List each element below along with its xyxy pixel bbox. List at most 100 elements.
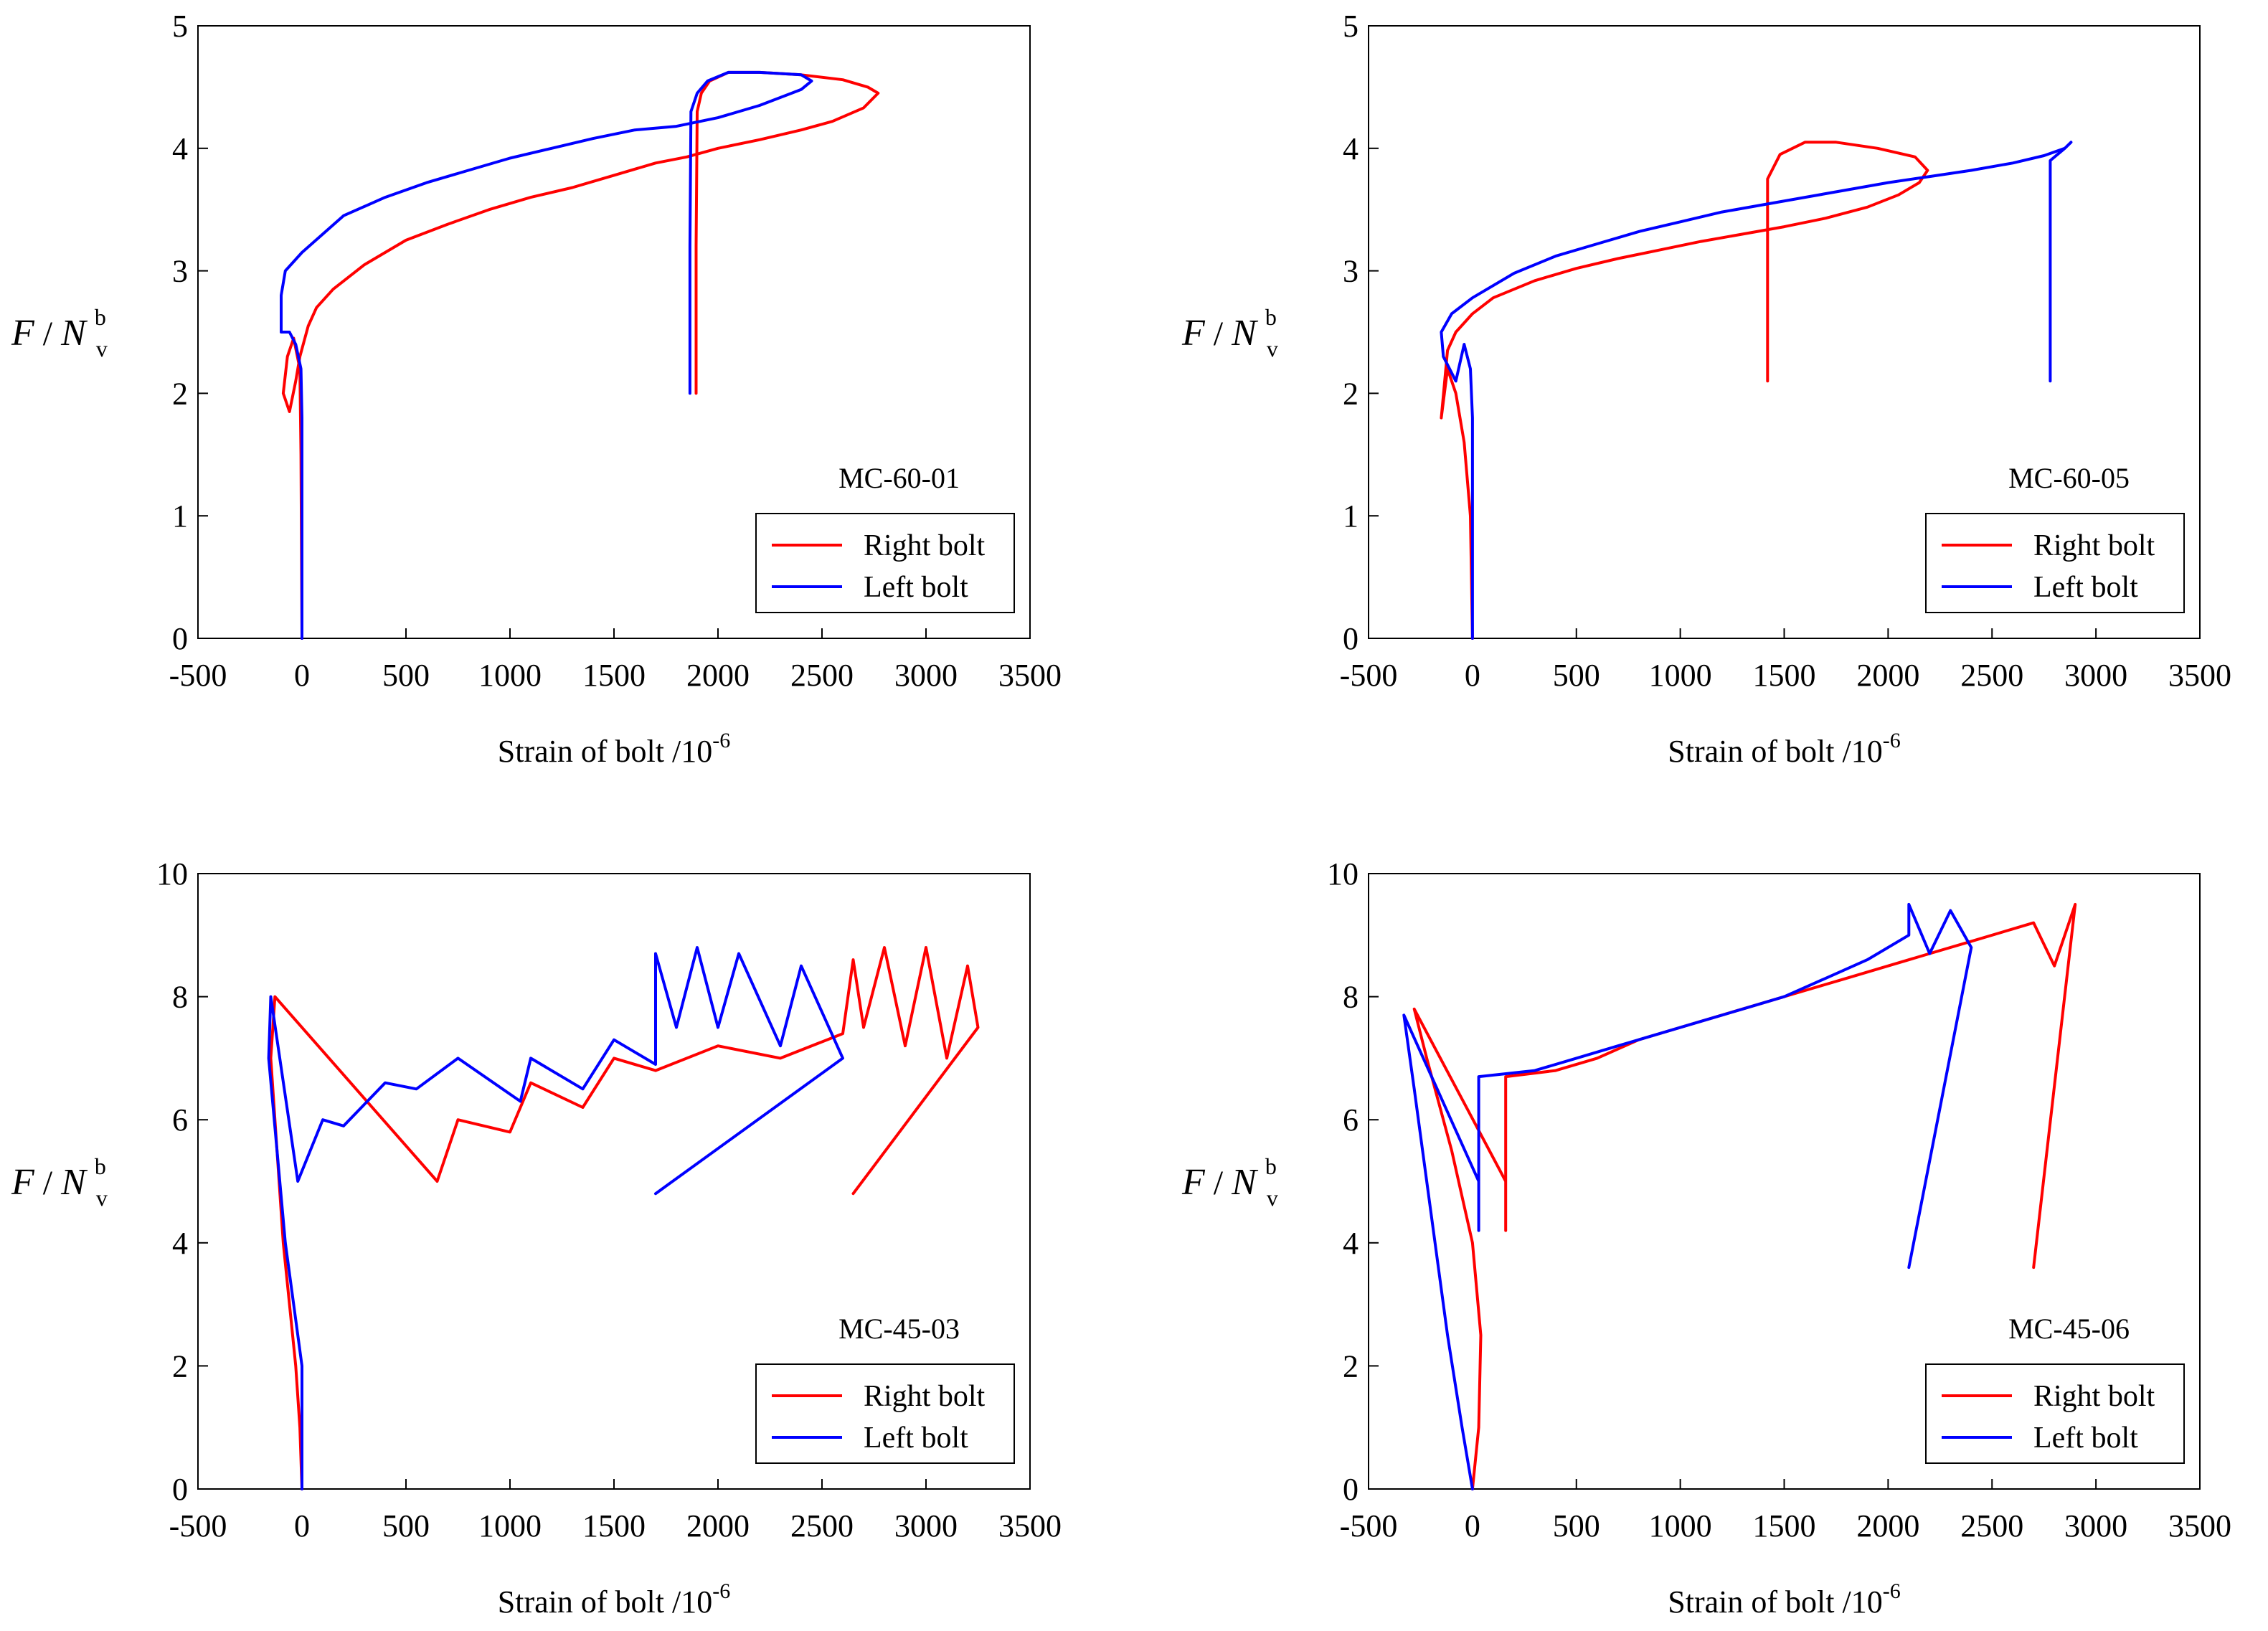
y-tick-label: 10 (1327, 856, 1359, 892)
y-tick-label: 2 (1343, 1348, 1359, 1384)
legend-entry-label: Left bolt (864, 1422, 968, 1455)
x-tick-label: 2500 (790, 658, 854, 693)
legend-entry-label: Right bolt (2033, 1380, 2155, 1413)
legend-box (755, 1363, 1015, 1464)
y-tick-label: 6 (172, 1102, 188, 1138)
y-tick-label: 3 (1343, 254, 1359, 289)
y-tick-label: 4 (172, 131, 188, 166)
x-tick-label: 2500 (1960, 1508, 2023, 1543)
left-bolt-series-line (1402, 902, 1973, 1490)
legend-box (1925, 1363, 2185, 1464)
y-axis-title-sub: v (1267, 1185, 1278, 1211)
y-tick-label: 5 (172, 9, 188, 44)
x-tick-label: 0 (1465, 658, 1480, 693)
specimen-label: MC-60-05 (2008, 462, 2130, 494)
x-tick-label: 2000 (686, 1508, 750, 1543)
y-axis-title-n: N (60, 313, 88, 354)
y-axis-title-main: F (1181, 313, 1206, 354)
x-tick-label: 1000 (1649, 658, 1712, 693)
y-axis-title-main: F (1181, 1162, 1206, 1203)
legend: Right bolt Left bolt (755, 513, 1015, 613)
legend-entry-label: Left bolt (2033, 1422, 2138, 1455)
y-axis-title-n: N (1231, 313, 1259, 354)
y-axis-title-sub: v (1267, 336, 1278, 361)
x-axis-title-text: Strain of bolt /10 (498, 1584, 712, 1620)
y-tick-label: 0 (1343, 1472, 1359, 1507)
legend: Right bolt Left bolt (1925, 513, 2185, 613)
y-tick-label: 1 (172, 498, 188, 534)
x-axis-title-exponent: -6 (1883, 1579, 1901, 1603)
x-tick-label: 3000 (2064, 1508, 2127, 1543)
x-axis-title: Strain of bolt /10-6 (1668, 1579, 1900, 1620)
chart-mc-60-05: -500 0 500 1000 1500 2000 2500 3000 3500012345St… (1181, 9, 2231, 769)
legend-entry-label: Left bolt (2033, 571, 2138, 604)
x-axis-title: Strain of bolt /10-6 (498, 729, 730, 769)
y-axis-title: F / N (1181, 1162, 1259, 1203)
y-tick-label: 5 (1343, 9, 1359, 44)
y-axis-title-sup: b (1265, 1153, 1277, 1179)
y-axis-title-sup: b (1265, 304, 1277, 330)
y-tick-label: 0 (172, 1472, 188, 1507)
legend-box (755, 513, 1015, 613)
y-axis-title-n: N (1231, 1162, 1259, 1203)
x-tick-label: 3500 (2168, 1508, 2231, 1543)
x-tick-label: 3000 (894, 1508, 958, 1543)
x-tick-label: 500 (382, 1508, 430, 1543)
y-tick-label: 10 (156, 856, 188, 892)
y-axis-title-sup: b (95, 1153, 106, 1179)
y-tick-label: 2 (172, 1348, 188, 1384)
x-tick-label: 0 (294, 1508, 310, 1543)
left-bolt-series-line (1440, 141, 2073, 640)
chart-mc-45-06: -500 0 500 1000 1500 2000 2500 3000 35000246810S… (1181, 856, 2231, 1620)
y-axis-title: F / N (11, 1162, 88, 1203)
specimen-label: MC-45-03 (838, 1313, 960, 1345)
y-axis-title-sub: v (96, 1185, 108, 1211)
right-bolt-series-line (1440, 141, 1929, 640)
x-tick-label: 2000 (1856, 658, 1919, 693)
x-axis-title-text: Strain of bolt /10 (1668, 1584, 1882, 1620)
x-tick-label: 3000 (2064, 658, 2127, 693)
x-tick-label: 2000 (686, 658, 750, 693)
y-tick-label: 8 (172, 980, 188, 1015)
legend-entry-label: Right bolt (864, 1380, 986, 1413)
x-tick-label: 1500 (1753, 658, 1816, 693)
x-tick-label: 1500 (1753, 1508, 1816, 1543)
x-tick-label: 1000 (478, 1508, 542, 1543)
y-tick-label: 0 (172, 621, 188, 656)
y-axis-title-sub: v (96, 336, 108, 361)
legend-entry-label: Right bolt (2033, 529, 2155, 562)
x-tick-label: -500 (1340, 1508, 1398, 1543)
x-tick-label: 3000 (894, 658, 958, 693)
y-tick-label: 0 (1343, 621, 1359, 656)
x-tick-label: 2500 (790, 1508, 854, 1543)
x-tick-label: 3500 (2168, 658, 2231, 693)
y-axis-title-mid: / (34, 315, 61, 353)
x-tick-label: 3500 (998, 1508, 1062, 1543)
x-tick-label: 1500 (582, 1508, 646, 1543)
y-axis-title-main: F (11, 1162, 35, 1203)
legend: Right bolt Left bolt (755, 1363, 1015, 1464)
y-axis-title-n: N (60, 1162, 88, 1203)
x-tick-label: 1000 (1649, 1508, 1712, 1543)
x-tick-label: 500 (1553, 658, 1600, 693)
y-axis-title: F / N (11, 313, 88, 354)
legend-box (1925, 513, 2185, 613)
x-tick-label: 0 (1465, 1508, 1480, 1543)
x-tick-label: 2500 (1960, 658, 2023, 693)
x-axis-title: Strain of bolt /10-6 (498, 1579, 730, 1620)
x-tick-label: 0 (294, 658, 310, 693)
x-tick-label: 500 (1553, 1508, 1600, 1543)
x-tick-label: 500 (382, 658, 430, 693)
x-tick-label: -500 (1340, 658, 1398, 693)
legend: Right bolt Left bolt (1925, 1363, 2185, 1464)
x-axis-title-text: Strain of bolt /10 (1668, 734, 1882, 769)
x-tick-label: 2000 (1856, 1508, 1919, 1543)
legend-entry-label: Left bolt (864, 571, 968, 604)
y-tick-label: 2 (1343, 376, 1359, 411)
x-tick-label: -500 (169, 658, 227, 693)
x-tick-label: 1000 (478, 658, 542, 693)
y-tick-label: 3 (172, 254, 188, 289)
y-axis-title-main: F (11, 313, 35, 354)
specimen-label: MC-60-01 (838, 462, 960, 494)
